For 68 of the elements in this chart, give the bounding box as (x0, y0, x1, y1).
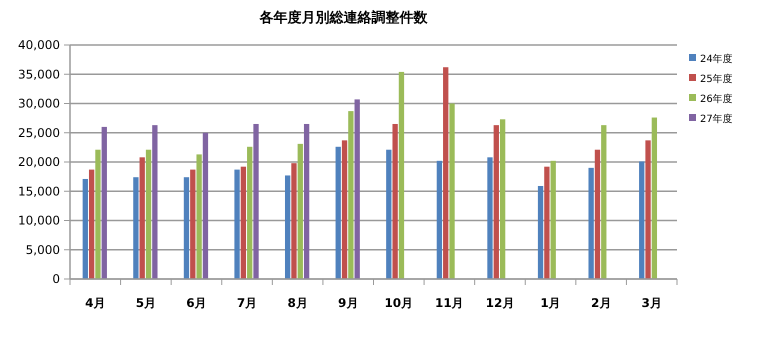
bar (298, 144, 303, 279)
bar (588, 168, 594, 279)
bar (398, 72, 404, 279)
bar (594, 150, 600, 279)
legend-label: 26年度 (700, 93, 733, 105)
bar (146, 150, 152, 279)
bar (102, 126, 107, 279)
bar (240, 166, 246, 279)
y-tick-label: 25,000 (18, 126, 60, 140)
legend-label: 24年度 (700, 53, 733, 65)
bar (645, 140, 651, 279)
bar (184, 177, 190, 279)
bar (342, 140, 348, 279)
y-tick-label: 10,000 (18, 214, 60, 228)
bar (140, 157, 145, 279)
x-tick-label: 7月 (236, 296, 258, 310)
bar (436, 160, 442, 279)
bar (133, 177, 139, 279)
bar (336, 146, 341, 279)
x-tick-label: 6月 (186, 296, 207, 310)
bar (494, 125, 499, 279)
bar (190, 170, 196, 279)
bar (386, 150, 392, 279)
bar (284, 175, 290, 279)
bar (544, 166, 550, 279)
bar (304, 124, 310, 279)
y-tick-label: 5,000 (26, 242, 60, 257)
legend-label: 27年度 (700, 113, 733, 125)
bar (234, 170, 240, 279)
bar (247, 146, 252, 279)
x-tick-label: 4月 (85, 296, 106, 310)
bar (348, 111, 354, 279)
bar (601, 125, 606, 279)
bar (95, 150, 101, 279)
y-tick-label: 20,000 (18, 155, 60, 170)
x-tick-label: 3月 (642, 296, 662, 310)
bar (538, 186, 544, 279)
bar (550, 160, 556, 279)
bar (88, 170, 94, 279)
y-tick-label: 30,000 (18, 96, 60, 111)
y-tick-label: 0 (52, 272, 60, 286)
x-tick-label: 10月 (384, 296, 414, 310)
y-tick-label: 15,000 (18, 184, 60, 198)
x-tick-label: 12月 (486, 296, 514, 310)
y-tick-label: 35,000 (18, 67, 60, 82)
x-tick-label: 9月 (338, 296, 358, 310)
bar (652, 118, 658, 279)
x-tick-label: 11月 (435, 296, 464, 310)
bar (202, 132, 208, 279)
bar (291, 163, 297, 279)
bar (196, 154, 202, 279)
bar (449, 104, 455, 279)
x-tick-label: 5月 (136, 296, 156, 310)
bar (253, 124, 259, 279)
bar (354, 99, 360, 279)
bar (500, 119, 506, 279)
legend-label: 25年度 (700, 73, 733, 85)
bar (639, 161, 644, 279)
bar (443, 67, 448, 279)
y-tick-label: 40,000 (18, 38, 60, 52)
bar (392, 124, 398, 279)
x-tick-label: 8月 (287, 296, 308, 310)
x-tick-label: 2月 (590, 296, 612, 310)
chart-title: 各年度月別総連絡調整件数 (258, 9, 428, 26)
bar (82, 178, 88, 279)
bar (487, 157, 493, 279)
x-tick-label: 1月 (540, 296, 561, 310)
bar (152, 125, 158, 279)
